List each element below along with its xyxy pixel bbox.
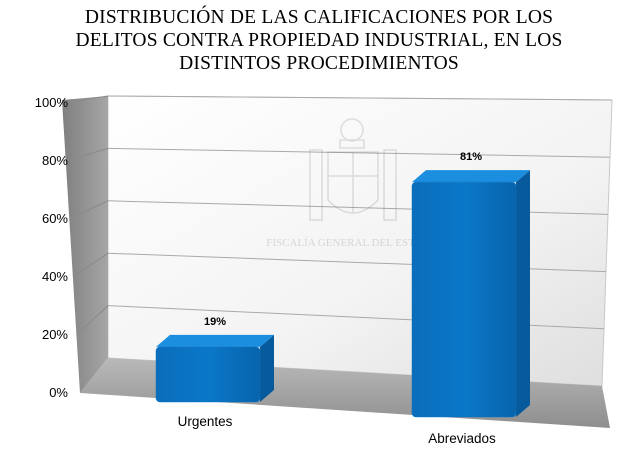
bar xyxy=(411,170,530,418)
bar-top xyxy=(412,170,530,183)
data-label: 19% xyxy=(204,316,226,328)
category-label: Abreviados xyxy=(428,431,496,446)
y-axis-ticks: 0% 20% 40% 60% 80% 100% xyxy=(35,95,69,400)
chart-title-line-1: DISTRIBUCIÓN DE LAS CALIFICACIONES POR L… xyxy=(84,7,554,28)
gridline-side xyxy=(65,147,109,162)
bar-side xyxy=(516,170,530,417)
gridline-side xyxy=(61,95,109,104)
bar-front xyxy=(412,182,516,417)
bar-outline xyxy=(411,181,517,418)
data-label: 81% xyxy=(460,151,482,163)
y-tick-label: 0% xyxy=(49,385,68,400)
bar xyxy=(155,334,274,403)
chart-title: DISTRIBUCIÓN DE LAS CALIFICACIONES POR L… xyxy=(0,6,638,75)
y-tick-label: 80% xyxy=(42,153,68,168)
bars: 19% 81% xyxy=(155,151,530,418)
bar-front xyxy=(156,346,260,402)
y-tick-label: 40% xyxy=(42,269,68,284)
y-tick-label: 60% xyxy=(42,211,68,226)
watermark-text: FISCALÍA GENERAL DEL ESTADO xyxy=(266,237,438,249)
gridline xyxy=(107,95,613,101)
bar-outline xyxy=(155,346,261,403)
y-tick-label: 100% xyxy=(35,95,69,110)
watermark: FISCALÍA GENERAL DEL ESTADO xyxy=(266,118,438,249)
chart-title-line-3: DISTINTOS PROCEDIMIENTOS xyxy=(179,53,459,74)
category-label: Urgentes xyxy=(178,414,233,429)
gridline xyxy=(107,147,611,158)
side-wall xyxy=(62,96,108,393)
gridline-side xyxy=(72,252,109,278)
crest-icon xyxy=(309,118,397,221)
bar-side xyxy=(260,334,274,402)
y-tick-label: 20% xyxy=(42,327,68,342)
chart-title-line-2: DELITOS CONTRA PROPIEDAD INDUSTRIAL, EN … xyxy=(75,30,563,51)
category-labels: Urgentes Abreviados xyxy=(178,414,496,446)
bar-top xyxy=(156,334,274,347)
gridline-side xyxy=(76,305,109,336)
gridline-side xyxy=(68,200,109,220)
